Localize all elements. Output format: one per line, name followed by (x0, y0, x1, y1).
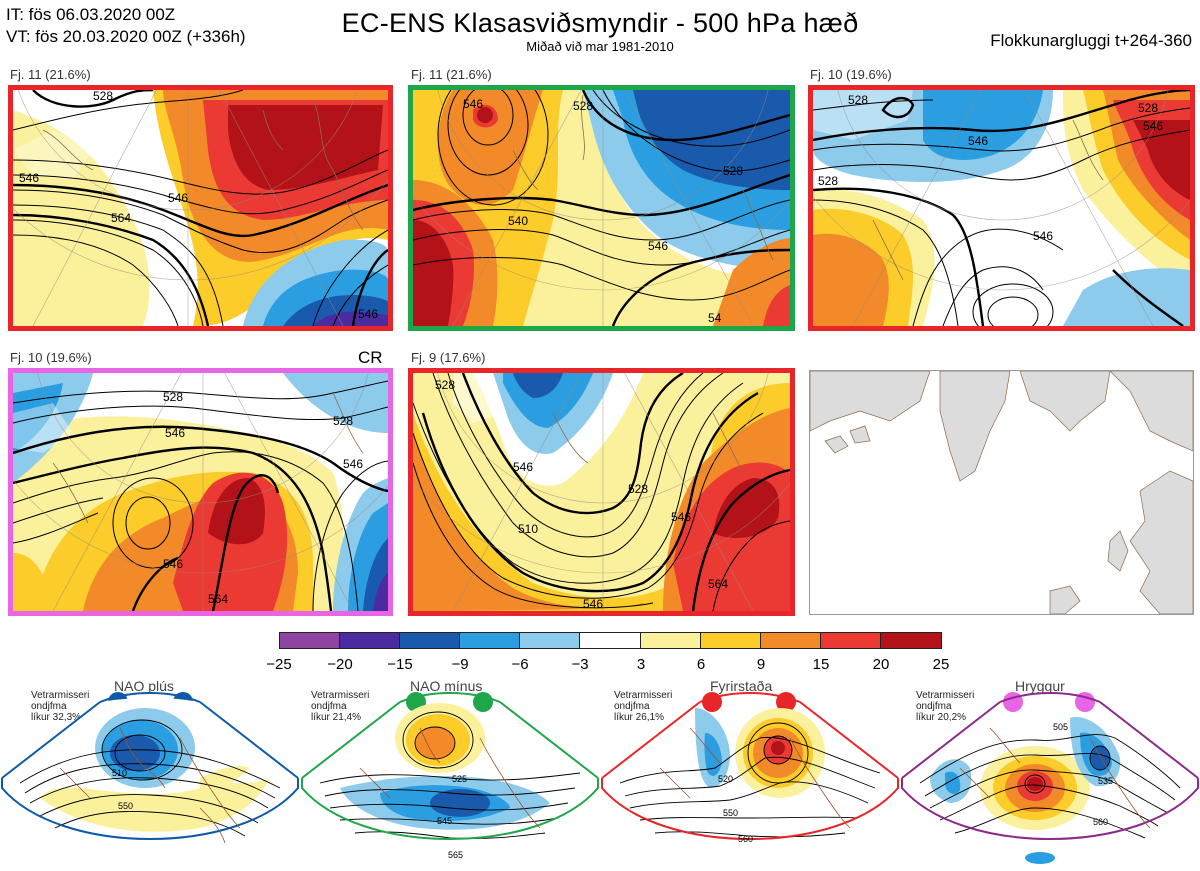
contour-label: 546 (1143, 119, 1163, 133)
cluster-map-4: 528 546 528 546 546 564 (8, 368, 393, 616)
colorbar-tick: 25 (932, 656, 950, 673)
colorbar-segment (701, 632, 761, 649)
colorbar-tick: −20 (327, 656, 353, 673)
contour-label: 564 (111, 211, 131, 225)
regime-title: NAO mínus (410, 678, 483, 694)
colorbar-tick: 20 (872, 656, 890, 673)
contour-label: 528 (163, 390, 183, 404)
colorbar-segment (821, 632, 881, 649)
contour-label: 546 (1033, 229, 1053, 243)
contour-label: 535 (1098, 776, 1113, 786)
cluster-map-3: 528 546 528 546 546 528 (808, 85, 1195, 331)
contour-label: 564 (708, 577, 728, 591)
contour-label: 546 (163, 557, 183, 571)
contour-label: 528 (1138, 101, 1158, 115)
regime-title: NAO plús (114, 678, 174, 694)
contour-label: 546 (648, 239, 668, 253)
panel-4-label: Fj. 10 (19.6%) (10, 350, 92, 365)
cluster-map-1: 528 546 564 546 546 (8, 85, 393, 331)
regime-nao-plus: Vetrarmisseri ondjfma líkur 32,3% NAO pl… (0, 678, 300, 868)
contour-label: 528 (818, 174, 838, 188)
cr-marker: CR (358, 348, 383, 367)
panel-5-label: Fj. 9 (17.6%) (411, 350, 486, 365)
contour-label: 528 (93, 90, 113, 103)
colorbar-tick: 9 (756, 656, 766, 673)
colorbar-segment (520, 632, 580, 649)
contour-label: 525 (452, 774, 467, 784)
contour-label: 546 (463, 97, 483, 111)
contour-label: 546 (358, 307, 378, 321)
contour-label: 550 (118, 801, 133, 811)
contour-label: 546 (343, 457, 363, 471)
regime-ridge: Vetrarmisseri ondjfma líkur 20,2% Hryggu… (900, 678, 1200, 868)
colorbar-tick: 3 (636, 656, 646, 673)
colorbar-segment (641, 632, 701, 649)
init-time: IT: fös 06.03.2020 00Z (6, 5, 176, 24)
page-subtitle: Miðað við mar 1981-2010 (526, 39, 674, 54)
contour-label: 546 (168, 191, 188, 205)
contour-label: 565 (448, 850, 463, 860)
panel-3-label: Fj. 10 (19.6%) (810, 67, 892, 82)
contour-label: 528 (333, 414, 353, 428)
contour-label: 545 (437, 816, 452, 826)
regime-blocking: Vetrarmisseri ondjfma líkur 26,1% Fyrirs… (600, 678, 900, 868)
colorbar-segment (580, 632, 641, 649)
regime-title: Fyrirstaða (710, 678, 773, 694)
regime-nao-minus: Vetrarmisseri ondjfma líkur 21,4% NAO mí… (300, 678, 600, 868)
contour-label: 520 (718, 774, 733, 784)
panel-2-label: Fj. 11 (21.6%) (411, 67, 492, 82)
contour-label: 510 (112, 768, 127, 778)
contour-label: 546 (968, 134, 988, 148)
contour-label: 54 (708, 311, 722, 325)
page-title: EC-ENS Klasasviðsmyndir - 500 hPa hæð (341, 8, 859, 38)
contour-label: 540 (508, 214, 528, 228)
colorbar-tick: −15 (387, 656, 413, 673)
colorbar-segment (400, 632, 460, 649)
contour-label: 528 (435, 378, 455, 392)
colorbar-tick: 15 (812, 656, 830, 673)
contour-label: 546 (583, 597, 603, 611)
colorbar-tick: −9 (451, 656, 469, 673)
cluster-map-2: 546 528 528 540 546 54 (408, 85, 795, 331)
contour-label: 564 (208, 592, 228, 606)
regime-title: Hryggur (1015, 678, 1065, 694)
contour-label: 505 (1053, 722, 1068, 732)
classification-window: Flokkunargluggi t+264-360 (990, 31, 1192, 50)
contour-label: 510 (518, 522, 538, 536)
colorbar-segment (279, 632, 340, 649)
contour-label: 546 (513, 460, 533, 474)
colorbar-segment (761, 632, 821, 649)
header-info: IT: fös 06.03.2020 00Z VT: fös 20.03.202… (6, 4, 246, 48)
colorbar-segment (340, 632, 400, 649)
contour-label: 528 (723, 164, 743, 178)
contour-label: 528 (628, 482, 648, 496)
contour-label: 560 (738, 834, 753, 844)
contour-label: 546 (19, 171, 39, 185)
contour-label: 528 (573, 99, 593, 113)
colorbar-tick: 6 (696, 656, 706, 673)
contour-label: 546 (671, 510, 691, 524)
colorbar-tick: −25 (266, 656, 292, 673)
base-map (809, 370, 1194, 615)
colorbar-tick: −3 (571, 656, 589, 673)
regime-marker (702, 692, 722, 712)
contour-label: 546 (165, 426, 185, 440)
colorbar-segment (460, 632, 520, 649)
contour-label: 560 (1093, 817, 1108, 827)
colorbar-tick: −6 (511, 656, 529, 673)
valid-time: VT: fös 20.03.2020 00Z (+336h) (6, 27, 246, 46)
contour-label: 550 (723, 808, 738, 818)
cluster-map-5: 528 546 510 528 546 564 546 (408, 368, 795, 616)
panel-1-label: Fj. 11 (21.6%) (10, 67, 91, 82)
contour-label: 528 (848, 93, 868, 107)
